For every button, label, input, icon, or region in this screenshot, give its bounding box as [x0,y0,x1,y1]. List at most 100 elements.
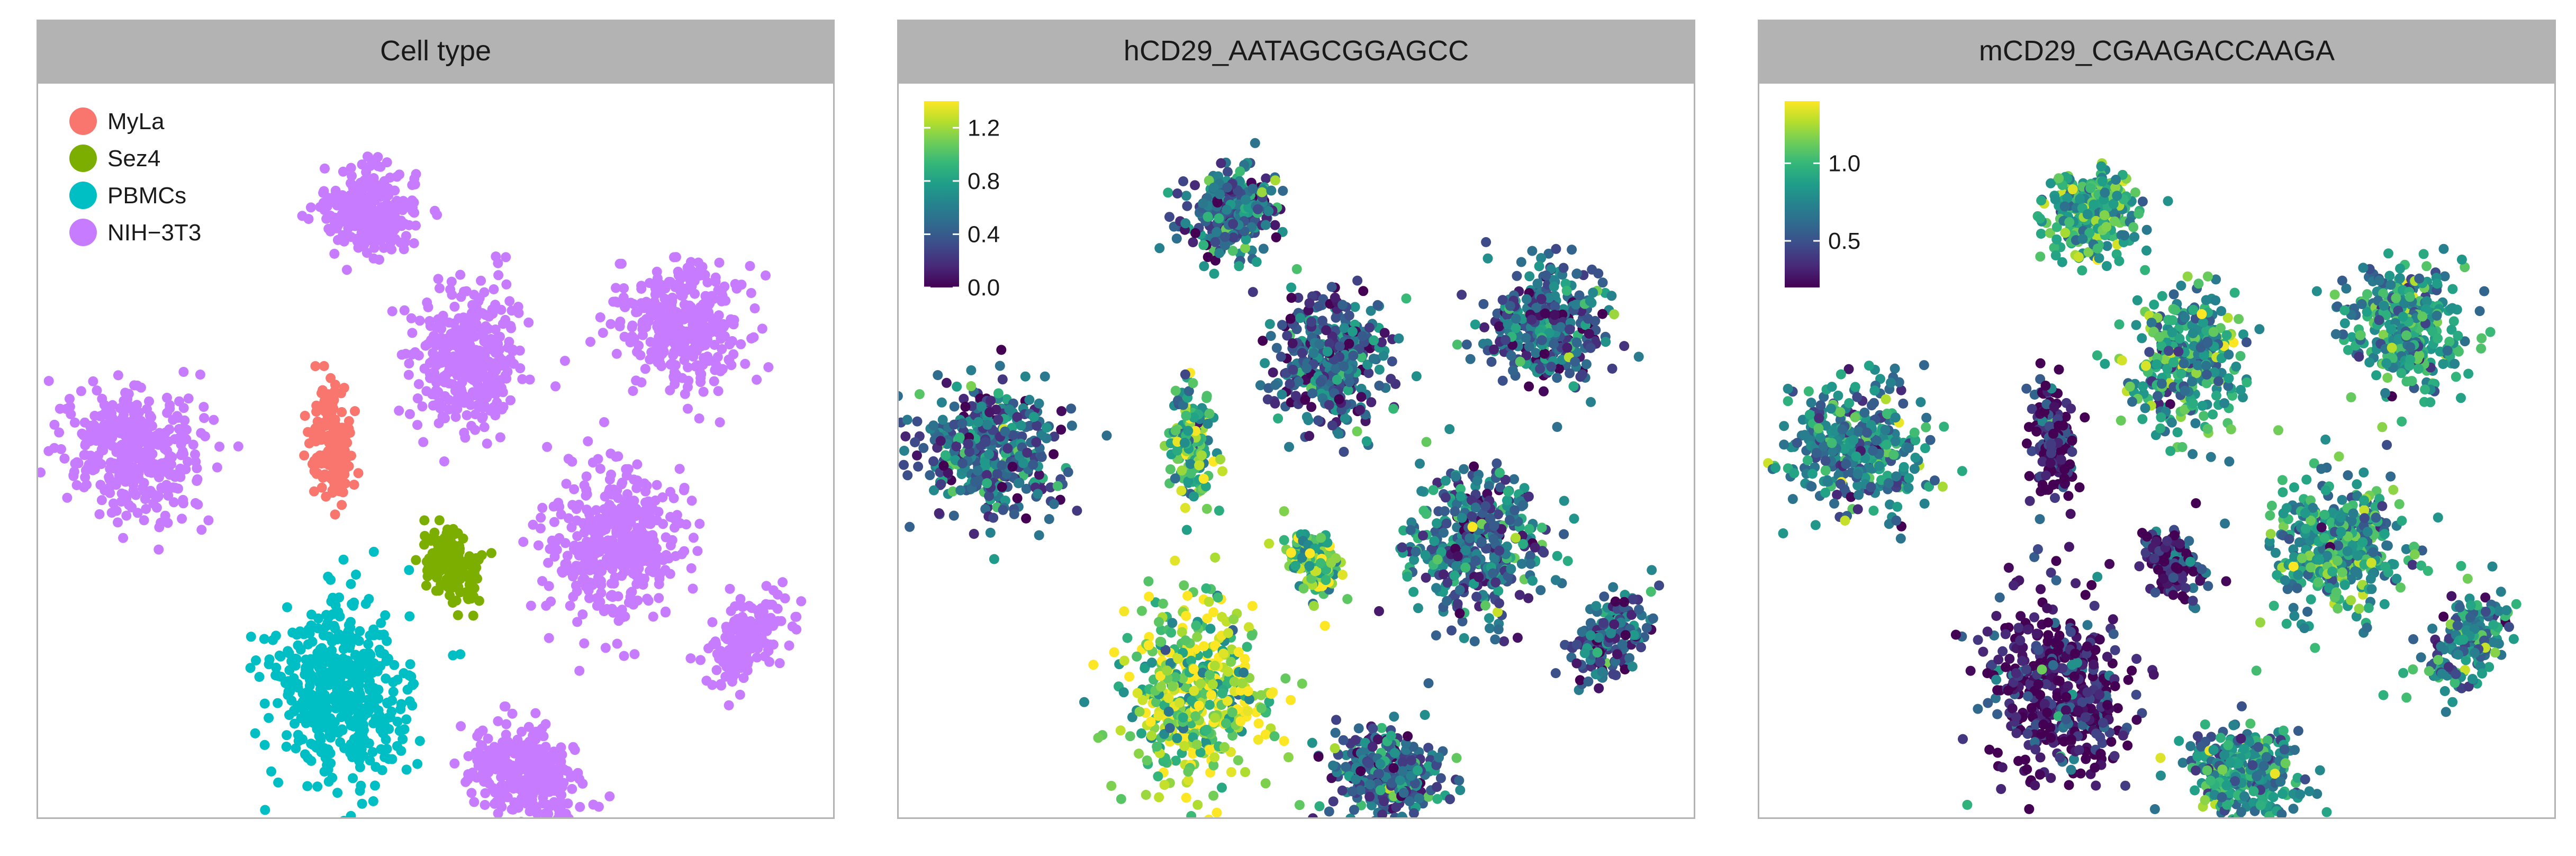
data-point [1549,281,1559,292]
data-point [200,431,210,441]
data-point [1584,328,1594,339]
data-point [721,656,732,666]
data-point [1319,620,1330,631]
data-point [1332,374,1342,385]
data-point [1268,367,1278,378]
data-point [1536,294,1547,304]
data-point [320,163,330,174]
data-point [318,197,329,208]
data-point [1363,368,1374,379]
data-point [1215,189,1225,200]
data-point [720,295,731,306]
data-point [1028,459,1038,470]
data-point [1521,294,1532,304]
data-point [568,591,579,602]
data-point [1597,277,1608,288]
data-point [1489,344,1499,355]
data-point [685,265,696,275]
data-point [214,441,225,452]
data-point [305,202,316,213]
data-point [328,660,339,670]
data-point [440,413,450,424]
data-point [1212,197,1223,208]
data-point [1340,413,1350,424]
data-point [142,404,152,415]
data-point [736,339,746,349]
data-point [250,728,260,738]
data-point [159,436,169,446]
data-point [1394,333,1404,344]
data-point [357,190,368,200]
data-point [748,332,759,343]
data-point [1185,459,1196,469]
data-point [502,366,513,377]
data-point [1263,206,1274,217]
data-point [740,656,751,666]
data-point [1577,369,1587,380]
data-point [325,713,336,724]
data-point [587,457,598,468]
data-point [1049,499,1059,509]
data-point [404,611,415,621]
data-point [1366,397,1377,408]
data-point [62,492,73,503]
data-point [549,765,559,776]
data-point [735,594,746,604]
data-point [671,319,681,330]
data-point [408,199,418,210]
data-point [1486,357,1497,367]
data-point [97,393,107,404]
data-point [780,593,790,603]
data-point [1483,253,1493,264]
data-point [696,338,707,349]
legend-label: MyLa [107,109,165,134]
data-point [1558,263,1569,273]
data-point [787,621,798,632]
data-point [458,312,469,323]
data-point [1253,204,1263,214]
data-point [489,783,499,794]
data-point [323,223,334,234]
data-point [671,252,681,263]
data-point [389,660,400,670]
data-point [459,286,469,297]
data-point [1386,374,1396,384]
data-point [1022,447,1033,458]
data-point [552,545,562,555]
data-point [370,780,380,791]
data-point [1494,321,1504,331]
data-point [411,220,421,231]
data-point [501,279,512,290]
data-point [1248,184,1258,194]
data-point [1056,406,1066,417]
data-point [685,653,696,664]
data-point [1209,182,1219,193]
data-point [428,400,438,411]
data-point [645,307,656,317]
data-point [1266,185,1277,196]
data-point [1260,220,1271,230]
data-point [1571,268,1582,279]
data-point [740,358,751,369]
data-point [1049,431,1060,442]
data-point [481,373,491,384]
data-point [1021,513,1032,524]
data-point [1287,338,1298,348]
data-point [71,457,82,467]
data-point [151,502,162,513]
data-point [1223,167,1233,177]
data-point [140,431,150,442]
data-point [1215,454,1226,465]
data-point [1228,219,1239,229]
data-point [1521,332,1531,343]
data-point [695,377,706,388]
data-point [1278,186,1288,196]
data-point [1306,573,1317,584]
data-point [1266,331,1276,341]
data-point [631,483,642,493]
data-point [612,638,622,649]
data-point [605,319,616,329]
data-point [409,208,420,218]
data-point [1505,301,1515,311]
data-point [490,334,501,345]
